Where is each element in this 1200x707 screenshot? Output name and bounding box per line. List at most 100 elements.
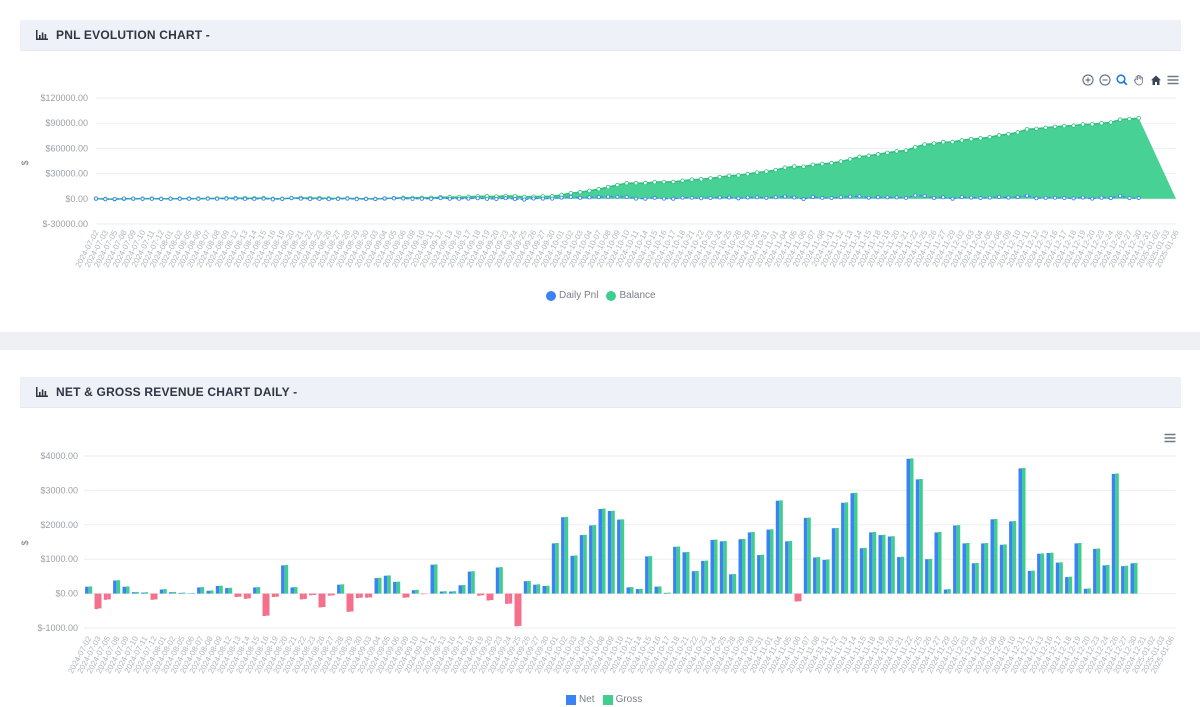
gross-bar: [1031, 570, 1035, 594]
net-bar: [953, 525, 957, 594]
revenue-chart-toolbar: [1162, 430, 1177, 445]
gross-bar: [826, 559, 830, 594]
balance-point: [1099, 121, 1104, 126]
net-bar: [794, 593, 798, 602]
balance-point: [633, 180, 639, 186]
net-bar: [402, 593, 406, 598]
gross-bar: [695, 570, 699, 594]
balance-point: [1071, 123, 1076, 128]
daily-pnl-point: [522, 197, 527, 202]
pnl-legend: Daily Pnl Balance: [546, 290, 656, 301]
daily-pnl-point: [512, 197, 517, 202]
gross-bar: [200, 587, 205, 594]
daily-pnl-point: [661, 196, 666, 201]
daily-pnl-point: [298, 196, 303, 201]
daily-pnl-point: [838, 195, 843, 200]
gross-bar: [182, 592, 186, 594]
balance-point: [661, 179, 667, 185]
net-bar: [654, 586, 658, 594]
daily-pnl-point: [252, 196, 257, 201]
net-bar: [458, 585, 462, 594]
daily-pnl-point: [289, 196, 294, 201]
gross-bar: [751, 532, 755, 594]
gross-bar: [508, 593, 513, 604]
gross-bar: [667, 592, 671, 594]
gross-bar: [434, 564, 438, 594]
balance-point: [1052, 124, 1058, 130]
zoom-selection-icon[interactable]: [1114, 72, 1129, 87]
net-bar: [943, 589, 948, 594]
balance-point: [922, 142, 927, 147]
net-bar: [253, 587, 257, 594]
legend-gross-label: Gross: [615, 694, 643, 705]
balance-point: [680, 178, 685, 183]
pan-hand-icon[interactable]: [1131, 72, 1146, 87]
daily-pnl-point: [326, 197, 331, 202]
legend-balance[interactable]: Balance: [606, 290, 656, 301]
gross-bar: [872, 532, 877, 594]
daily-pnl-point: [652, 195, 657, 200]
balance-point: [782, 165, 788, 170]
net-bar: [822, 559, 826, 594]
gross-bar: [966, 543, 970, 594]
zoom-out-icon[interactable]: [1097, 72, 1112, 87]
menu-icon[interactable]: [1165, 72, 1180, 87]
daily-pnl-point: [1025, 193, 1030, 198]
balance-point: [1136, 115, 1141, 121]
gross-bar: [900, 556, 905, 594]
zoom-in-icon[interactable]: [1080, 72, 1095, 87]
pnl-y-tick-label: $120000.00: [40, 93, 88, 103]
balance-point: [736, 173, 741, 178]
balance-point: [875, 152, 881, 157]
net-bar: [495, 567, 500, 594]
balance-point: [838, 159, 844, 164]
legend-gross[interactable]: Gross: [602, 694, 643, 705]
gross-bar: [210, 590, 214, 594]
balance-point: [764, 169, 769, 174]
balance-point: [689, 177, 695, 182]
revenue-panel-title: NET & GROSS REVENUE CHART DAILY -: [56, 385, 298, 399]
net-bar: [197, 587, 201, 594]
daily-pnl-point: [540, 196, 545, 201]
gross-bar: [1022, 468, 1026, 594]
net-bar: [1018, 468, 1022, 594]
balance-point: [913, 145, 918, 150]
daily-pnl-point: [941, 195, 946, 200]
pnl-evolution-panel: PNL EVOLUTION CHART - $ $120000.00 $90000…: [0, 0, 1200, 332]
balance-point: [847, 157, 853, 162]
daily-pnl-point: [103, 197, 108, 202]
menu-icon[interactable]: [1162, 430, 1177, 445]
daily-pnl-point: [606, 194, 611, 199]
net-bar: [990, 519, 994, 594]
daily-pnl-point: [391, 196, 396, 201]
daily-pnl-point: [559, 195, 564, 200]
legend-net[interactable]: Net: [566, 694, 595, 705]
daily-pnl-point: [1006, 195, 1011, 200]
daily-pnl-point: [978, 196, 983, 201]
daily-pnl-point: [1127, 196, 1132, 201]
daily-pnl-point: [1136, 196, 1141, 201]
net-bar: [682, 552, 686, 594]
legend-daily-pnl[interactable]: Daily Pnl: [546, 290, 598, 301]
gross-bar: [770, 529, 774, 594]
balance-point: [931, 141, 937, 146]
legend-balance-marker: [606, 290, 617, 301]
gross-bar: [135, 591, 139, 594]
balance-point: [671, 179, 676, 185]
gross-bar: [602, 508, 606, 594]
daily-pnl-point: [904, 195, 909, 200]
gross-bar: [611, 510, 615, 594]
net-bar: [393, 581, 397, 594]
gross-bar: [546, 585, 550, 594]
net-bar: [215, 586, 220, 594]
daily-pnl-point: [1015, 195, 1020, 200]
gross-bar: [462, 585, 466, 594]
home-reset-icon[interactable]: [1148, 72, 1163, 87]
pnl-panel-title: PNL EVOLUTION CHART -: [56, 28, 210, 42]
net-bar: [878, 535, 882, 594]
daily-pnl-point: [727, 195, 732, 200]
daily-pnl-point: [401, 196, 406, 201]
daily-pnl-point: [643, 196, 648, 201]
revenue-y-tick-label: $-1000.00: [37, 623, 78, 633]
net-bar: [663, 592, 668, 594]
